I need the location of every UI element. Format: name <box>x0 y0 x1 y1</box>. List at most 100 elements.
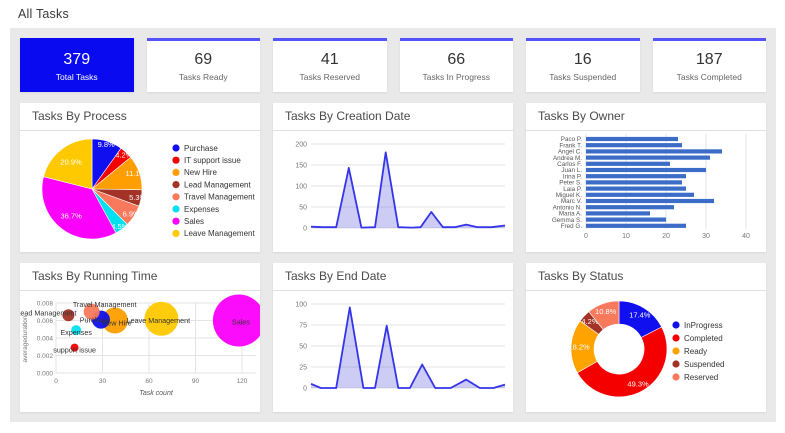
tasks-by-process-pie-chart[interactable]: 9.8%4.2% 11.1% 5.3% 6.9% 4.5% 36.7% 20.9% Purch… <box>20 131 260 249</box>
pie-slice-label: 36.7% <box>60 211 82 220</box>
legend-label: Lead Management <box>184 180 251 189</box>
pie-slice-label: 4.2% <box>581 317 598 326</box>
bar-antonio-n-[interactable] <box>586 205 674 210</box>
bar-fred-g-[interactable] <box>586 223 686 228</box>
bar-carlos-f-[interactable] <box>586 161 670 166</box>
bar-peter-s-[interactable] <box>586 180 682 185</box>
bar-label: Antonio N. <box>553 204 583 211</box>
y-tick-label: 0 <box>303 386 307 393</box>
bar-marc-v-[interactable] <box>586 198 714 204</box>
panel-tasks-by-creation-date: Tasks By Creation Date 0 50 100 150 200 <box>273 103 513 252</box>
y-tick-label: 75 <box>299 323 307 330</box>
bar-gemma-s-[interactable] <box>586 217 666 222</box>
bar-frank-t-[interactable] <box>586 143 682 148</box>
kpi-card-tasks-completed[interactable]: 187 Tasks Completed <box>652 38 766 92</box>
bubble-label: Travel Management <box>73 300 137 309</box>
tasks-by-running-time-bubble-chart[interactable]: 0.000 0.002 0.004 0.006 0.008 0 30 60 90 120 Task … <box>20 291 260 409</box>
x-tick-label: 0 <box>54 378 58 385</box>
panel-title: Tasks By Running Time <box>20 263 260 291</box>
tasks-by-end-date-area-chart[interactable]: 0 25 50 75 100 <box>273 291 513 409</box>
bar-label: Paco P. <box>561 136 582 143</box>
tasks-by-status-donut-chart[interactable]: 17.4% 49.3% 18.2% 4.2%10.8% InProgress Comple… <box>526 291 766 409</box>
pie-slice-label: 20.9% <box>60 158 82 167</box>
y-tick-label: 0.002 <box>37 353 54 360</box>
tasks-by-creation-date-area-chart[interactable]: 0 50 100 150 200 <box>273 131 513 249</box>
pie-slice-sales[interactable] <box>41 176 117 240</box>
bar-label: Andrea M. <box>553 155 582 162</box>
panel-title: Tasks By Status <box>526 263 766 291</box>
bar-label: Gemma S. <box>552 217 582 224</box>
legend-label: Travel Management <box>184 193 256 202</box>
bar-andrea-m-[interactable] <box>586 155 710 160</box>
x-tick-label: 40 <box>742 233 750 240</box>
bar-label: Miguel K. <box>556 192 582 199</box>
legend-label: Ready <box>684 347 707 356</box>
pie-slice-label: 18.2% <box>568 342 590 351</box>
kpi-card-total-tasks[interactable]: 379 Total Tasks <box>20 38 134 92</box>
x-tick-label: 10 <box>622 233 630 240</box>
pie-slice-label: 5.3% <box>129 193 146 202</box>
legend-label: Suspended <box>684 360 724 369</box>
kpi-card-tasks-suspended[interactable]: 16 Tasks Suspended <box>526 38 640 92</box>
bar-label: Peter S. <box>559 180 582 187</box>
kpi-card-tasks-ready[interactable]: 69 Tasks Ready <box>146 38 260 92</box>
kpi-card-tasks-in-progress[interactable]: 66 Tasks In Progress <box>399 38 513 92</box>
legend-dot <box>172 193 180 201</box>
bar-paco-p-[interactable] <box>586 136 678 142</box>
y-tick-label: 100 <box>295 302 307 309</box>
pie-slice-completed[interactable] <box>576 326 668 398</box>
pie-slice-label: 17.4% <box>629 310 651 319</box>
bar-irina-p-[interactable] <box>586 174 686 179</box>
bar-angel-c-[interactable] <box>586 149 722 154</box>
bar-label: Maria A. <box>559 211 582 218</box>
tasks-by-owner-bar-chart[interactable]: 0 10 20 30 40 Paco P.Frank T.Angel C.Andrea M… <box>526 131 766 249</box>
bubble-label: support issue <box>53 346 96 355</box>
kpi-card-tasks-reserved[interactable]: 41 Tasks Reserved <box>273 38 387 92</box>
pie-slice-label: 11.1% <box>126 169 147 178</box>
panel-tasks-by-owner: Tasks By Owner 0 10 20 30 40 Paco P. Frank T. A… <box>526 103 766 252</box>
x-axis-label: Task count <box>139 390 174 397</box>
kpi-value: 69 <box>194 50 213 68</box>
bar-label: Angel C. <box>558 149 582 156</box>
area-line <box>310 306 506 389</box>
panel-tasks-by-end-date: Tasks By End Date 0 25 50 75 100 <box>273 263 513 412</box>
pie-slice-reserved[interactable] <box>588 300 620 330</box>
dashboard: 379 Total Tasks 69 Tasks Ready 41 Tasks … <box>10 28 776 422</box>
bubble-lead-management[interactable] <box>62 309 75 322</box>
y-tick-label: 100 <box>295 184 307 191</box>
bubble-new-hire[interactable] <box>101 307 128 334</box>
x-tick-label: 20 <box>662 233 670 240</box>
bubble-label: Sales <box>232 318 250 327</box>
bar-label: Carlos F. <box>557 161 582 168</box>
bubble-travel-management[interactable] <box>83 303 100 320</box>
y-tick-label: 150 <box>295 163 307 170</box>
bubble-sales[interactable] <box>212 294 260 347</box>
kpi-label: Tasks In Progress <box>422 72 491 83</box>
y-tick-label: 200 <box>295 142 307 149</box>
legend-dot <box>172 229 180 237</box>
panel-title: Tasks By Process <box>20 103 260 131</box>
bubble-leave-management[interactable] <box>144 301 179 336</box>
bar-maria-a-[interactable] <box>586 211 650 216</box>
panel-title: Tasks By Creation Date <box>273 103 513 131</box>
legend-dot <box>172 156 180 164</box>
x-tick-label: 90 <box>192 378 200 385</box>
kpi-label: Total Tasks <box>55 72 98 83</box>
page-header: All Tasks <box>0 0 785 28</box>
pie-slice-leave-management[interactable] <box>43 138 93 190</box>
pie-slice-label: 6.9% <box>123 210 140 219</box>
bar-miguel-k-[interactable] <box>586 192 694 197</box>
legend-dot <box>172 205 180 213</box>
legend-label: IT support issue <box>184 156 241 165</box>
bubble-expenses[interactable] <box>71 325 82 336</box>
kpi-label: Tasks Reserved <box>299 72 360 83</box>
pie-slice-label: 10.8% <box>595 307 617 316</box>
panel-tasks-by-process: Tasks By Process 9.8% 4.2% 11.1% 5.3% 6.9% 4.… <box>20 103 260 252</box>
bar-juan-l-[interactable] <box>586 167 706 173</box>
kpi-label: Tasks Ready <box>178 72 228 83</box>
bubble-label: Lead Management <box>20 308 76 317</box>
bubble-it-support-issue[interactable] <box>70 343 79 352</box>
pie-slice-label: 4.2% <box>115 151 132 160</box>
bar-laia-p-[interactable] <box>586 186 686 191</box>
legend-label: Sales <box>184 217 204 226</box>
